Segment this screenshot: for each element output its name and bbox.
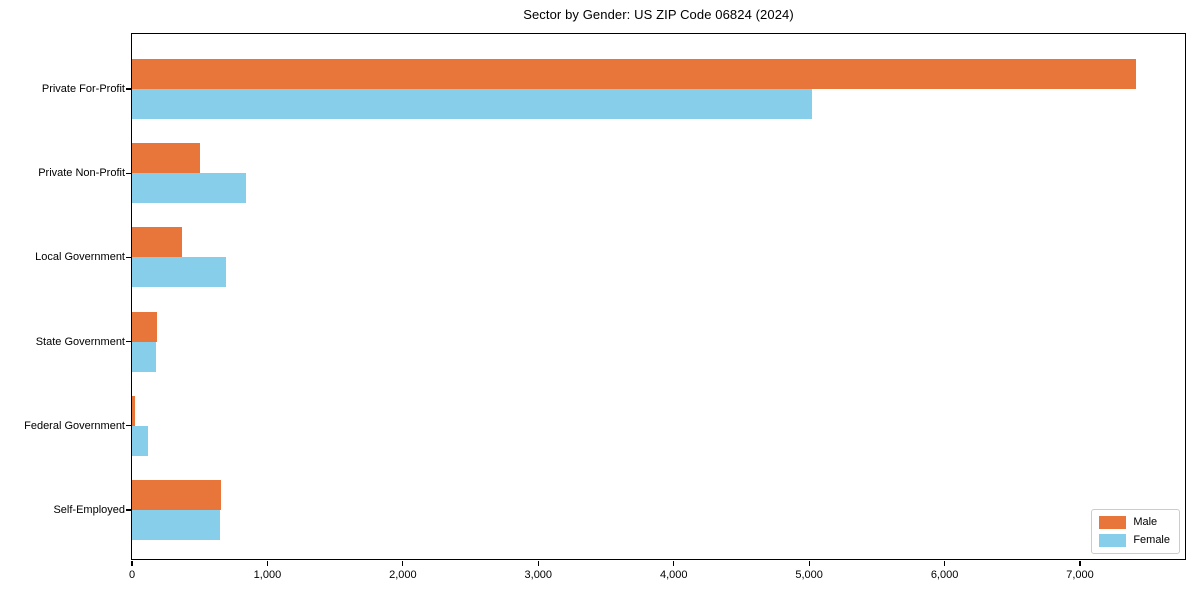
x-axis-tick xyxy=(537,561,539,566)
x-axis-tick xyxy=(402,561,404,566)
x-axis-tick-label: 1,000 xyxy=(253,569,282,581)
chart-title: Sector by Gender: US ZIP Code 06824 (202… xyxy=(523,7,794,22)
bar-male-private-non-profit xyxy=(132,143,201,174)
bar-male-federal-government xyxy=(132,395,135,426)
legend-swatch-male xyxy=(1099,516,1127,529)
y-axis-tick xyxy=(126,425,132,427)
plot-area: Male Female Private For-Profit Private Non… xyxy=(24,33,1186,581)
y-axis-label-federal-government: Federal Government xyxy=(24,419,125,432)
x-axis-tick-label: 0 xyxy=(128,569,136,581)
bar-male-local-government xyxy=(132,227,183,258)
bar-female-state-government xyxy=(132,341,157,372)
legend-label-female: Female xyxy=(1133,534,1170,546)
y-axis-label-state-government: State Government xyxy=(35,335,125,348)
x-axis-tick-label: 6,000 xyxy=(930,569,959,581)
x-axis-tick-label: 3,000 xyxy=(524,569,553,581)
bar-male-state-government xyxy=(132,311,158,342)
bar-male-self-employed xyxy=(132,480,222,510)
y-axis-tick xyxy=(126,172,132,174)
bar-female-private-for-profit xyxy=(132,89,812,119)
y-axis-tick xyxy=(126,341,132,343)
x-axis-tick xyxy=(943,561,946,566)
x-axis-tick xyxy=(1079,561,1081,566)
bar-male-private-for-profit xyxy=(132,59,1137,89)
y-axis-tick xyxy=(126,256,132,258)
legend-swatch-female xyxy=(1099,534,1127,547)
legend-entry-female: Female xyxy=(1099,534,1170,547)
legend-entry-male: Male xyxy=(1099,516,1170,529)
y-axis-tick xyxy=(126,509,132,511)
bar-female-federal-government xyxy=(132,425,148,456)
x-axis-tick-label: 5,000 xyxy=(795,569,823,581)
y-axis-label-local-government: Local Government xyxy=(35,251,125,264)
x-axis-tick xyxy=(266,561,269,566)
x-axis-tick xyxy=(131,561,133,566)
legend-label-male: Male xyxy=(1133,516,1158,528)
x-axis-tick-label: 2,000 xyxy=(389,569,417,581)
x-axis-tick xyxy=(808,561,810,566)
bar-female-self-employed xyxy=(132,510,221,540)
y-axis-tick xyxy=(126,88,132,90)
y-axis-label-private-for-profit: Private For-Profit xyxy=(41,83,125,95)
x-axis-tick-label: 7,000 xyxy=(1066,569,1094,581)
legend: Male Female xyxy=(1091,509,1180,554)
y-axis-label-self-employed: Self-Employed xyxy=(53,504,125,516)
x-axis-tick-label: 4,000 xyxy=(659,569,688,581)
bar-female-local-government xyxy=(132,257,227,288)
y-axis-label-private-non-profit: Private Non-Profit xyxy=(38,167,125,180)
bar-female-private-non-profit xyxy=(132,173,247,204)
x-axis-tick xyxy=(673,561,675,566)
